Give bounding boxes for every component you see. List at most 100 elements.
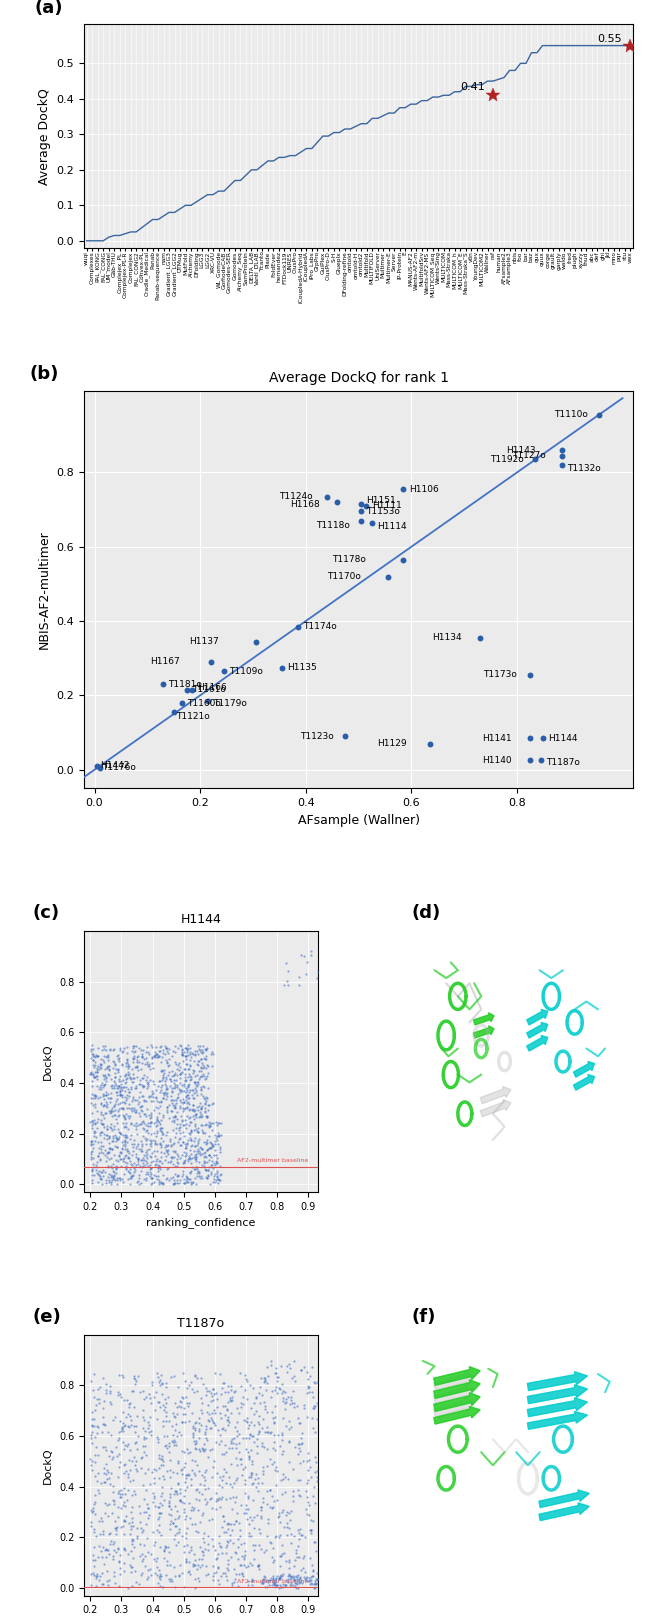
Point <box>219 1440 229 1466</box>
Point <box>258 1453 268 1479</box>
Point <box>195 1134 205 1160</box>
Point <box>88 1085 98 1111</box>
Point <box>188 1092 198 1118</box>
Point <box>191 1518 202 1544</box>
Point <box>87 1158 97 1184</box>
Point <box>127 1069 137 1095</box>
Point <box>101 1082 111 1108</box>
Point <box>183 1119 194 1145</box>
Text: T1160o: T1160o <box>187 700 221 708</box>
Point <box>284 1448 294 1474</box>
Point <box>293 614 303 640</box>
Point <box>169 1074 180 1100</box>
Point <box>262 1414 272 1440</box>
Point <box>132 1064 143 1090</box>
Point <box>103 1042 113 1068</box>
Text: T1123o: T1123o <box>300 732 334 740</box>
Point <box>148 1520 158 1545</box>
Point <box>125 1468 135 1494</box>
Point <box>149 1071 159 1097</box>
Point <box>188 1422 198 1448</box>
Point <box>286 1565 297 1591</box>
Point <box>187 1456 197 1482</box>
Point <box>176 1089 187 1115</box>
Point <box>238 1426 248 1452</box>
Point <box>181 1047 191 1072</box>
Point <box>293 1568 303 1594</box>
Point <box>295 1409 305 1435</box>
Point <box>113 1092 123 1118</box>
Point <box>141 1166 152 1192</box>
Point <box>155 1118 165 1144</box>
Point <box>165 1568 175 1594</box>
Point <box>284 1563 295 1589</box>
Point <box>525 747 536 773</box>
Point <box>172 1374 183 1400</box>
Point <box>92 1115 102 1140</box>
Point <box>191 1477 202 1503</box>
Point <box>218 1503 228 1529</box>
Point <box>177 1439 187 1464</box>
Text: H1140: H1140 <box>483 757 512 765</box>
Point <box>101 1126 112 1152</box>
Point <box>232 1409 242 1435</box>
Point <box>149 1040 160 1066</box>
Point <box>141 1069 152 1095</box>
Point <box>210 1162 220 1187</box>
Point <box>115 1542 125 1568</box>
Point <box>180 1043 190 1069</box>
Point <box>200 1419 210 1445</box>
Point <box>165 1126 175 1152</box>
Point <box>270 1403 280 1429</box>
Point <box>219 658 229 684</box>
Point <box>125 1064 136 1090</box>
Point <box>311 1450 321 1476</box>
Point <box>198 1038 208 1064</box>
Point <box>213 1554 224 1580</box>
Point <box>85 1447 96 1473</box>
Point <box>146 1422 156 1448</box>
Point <box>192 1153 202 1179</box>
Point <box>105 1115 115 1140</box>
Point <box>148 1084 158 1110</box>
Point <box>153 1429 163 1455</box>
Point <box>206 1405 216 1430</box>
Point <box>194 1035 204 1061</box>
Point <box>101 1089 111 1115</box>
Point <box>101 1139 112 1165</box>
Point <box>143 1414 154 1440</box>
Point <box>271 1359 282 1385</box>
Point <box>123 1432 133 1458</box>
Point <box>198 1085 209 1111</box>
Point <box>295 1466 306 1492</box>
Point <box>167 1103 178 1129</box>
Text: (b): (b) <box>29 364 58 382</box>
Point <box>89 1492 99 1518</box>
Point <box>174 1058 185 1084</box>
Point <box>196 1111 207 1137</box>
Point <box>154 1171 165 1197</box>
Point <box>231 1541 241 1567</box>
Point <box>122 1034 132 1059</box>
Point <box>110 1123 121 1149</box>
Point <box>87 1108 97 1134</box>
Point <box>133 1149 143 1174</box>
Point <box>180 1134 191 1160</box>
Point <box>229 1379 239 1405</box>
Point <box>97 1037 107 1063</box>
Point <box>173 1450 183 1476</box>
Point <box>169 1170 180 1196</box>
Point <box>124 1082 134 1108</box>
Point <box>89 1406 99 1432</box>
Point <box>90 1157 101 1183</box>
Point <box>122 1158 132 1184</box>
Point <box>301 1359 311 1385</box>
Point <box>217 1416 227 1442</box>
Point <box>170 1103 180 1129</box>
Point <box>194 1568 204 1594</box>
Point <box>280 1387 291 1413</box>
Point <box>196 1095 206 1121</box>
Point <box>262 1479 272 1505</box>
Point <box>200 1552 211 1578</box>
Point <box>153 1074 163 1100</box>
